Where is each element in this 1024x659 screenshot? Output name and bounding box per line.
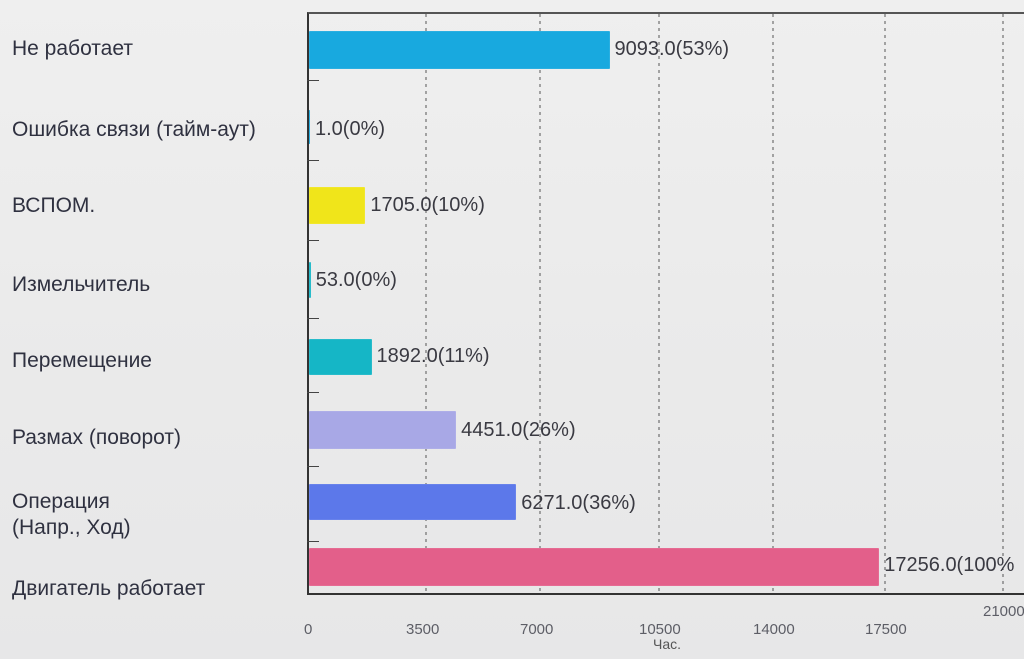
plot-area <box>307 12 1024 595</box>
bar-0 <box>309 31 610 69</box>
category-label-swing: Размах (поворот) <box>12 426 181 449</box>
bar-value-label: 9093.0(53%) <box>614 38 730 60</box>
bar-value-label: 53.0(0%) <box>315 269 397 291</box>
y-axis-tick <box>307 392 319 393</box>
category-label-engine-running: Двигатель работает <box>12 577 206 600</box>
bar-value-label: 17256.0(100% <box>884 554 1015 576</box>
x-axis-tick-label: 21000 <box>983 603 1024 620</box>
bar-value-label: 1892.0(11%) <box>376 345 490 367</box>
bar-value-label: 1705.0(10%) <box>370 194 485 216</box>
y-axis-tick <box>307 80 319 81</box>
y-axis-tick <box>307 240 319 241</box>
bar-2 <box>309 187 366 224</box>
x-axis-unit-label: Час. <box>653 636 682 652</box>
x-axis-tick-label: 14000 <box>753 621 795 638</box>
category-label-communication-error: Ошибка связи (тайм-аут) <box>12 118 256 141</box>
y-axis-tick <box>307 318 319 319</box>
bar-value-label: 1.0(0%) <box>315 118 386 140</box>
bar-3 <box>309 262 311 298</box>
x-axis-tick-label: 3500 <box>406 621 440 638</box>
bar-4 <box>309 339 372 375</box>
y-axis-tick <box>307 160 319 161</box>
category-label-crusher: Измельчитель <box>12 273 151 296</box>
bar-value-label: 4451.0(26%) <box>461 419 576 441</box>
category-label-travel: Перемещение <box>12 349 152 372</box>
bar-5 <box>309 411 457 449</box>
x-axis-tick-label: 10500 <box>639 621 681 638</box>
category-label-auxiliary: ВСПОМ. <box>12 194 96 217</box>
x-axis-tick-label: 17500 <box>865 621 907 638</box>
category-label-not-working: Не работает <box>12 37 133 60</box>
category-label-operation: Операция (Напр., Ход) <box>12 490 131 539</box>
y-axis-tick <box>307 541 319 542</box>
x-axis-tick-label: 7000 <box>520 621 554 638</box>
bar-7 <box>309 548 880 586</box>
bar-1 <box>309 110 310 144</box>
x-axis-tick-label: 0 <box>304 621 313 638</box>
y-axis-tick <box>307 466 319 467</box>
bar-value-label: 6271.0(36%) <box>521 492 636 514</box>
bar-6 <box>309 484 517 520</box>
